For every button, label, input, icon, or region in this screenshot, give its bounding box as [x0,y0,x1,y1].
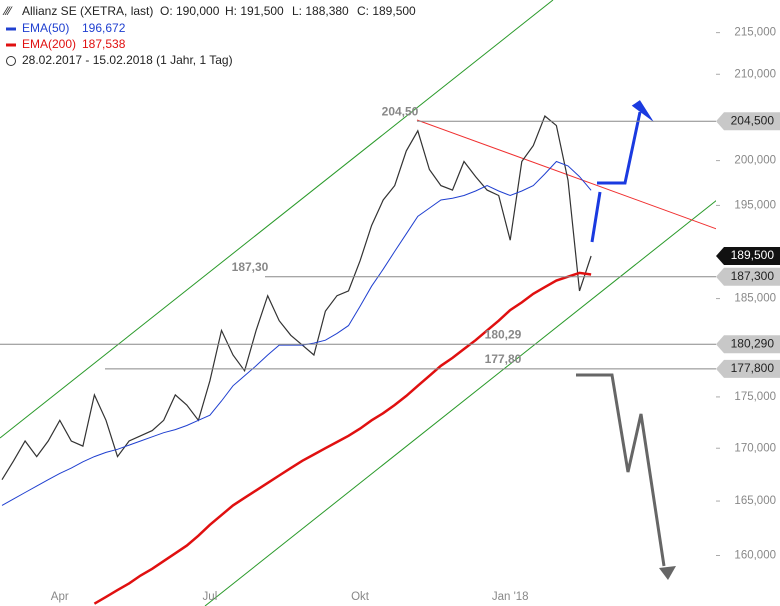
y-tick-label: 160,000 [734,550,776,562]
level-box [716,267,780,286]
projection-down [576,373,676,580]
ohlc: C: 189,500 [357,4,416,18]
level-label: 187,300 [731,269,775,283]
y-tick-label: 170,000 [734,442,776,454]
legend-label: EMA(200) [22,37,76,51]
channel-upper [0,0,554,439]
clock-icon [6,56,16,66]
y-tick-label: 200,000 [734,155,776,167]
level-label: 177,800 [731,361,775,375]
level-label: 204,500 [731,113,775,127]
resistance-line [416,119,716,230]
y-tick-label: 175,000 [734,391,776,403]
y-tick-label: 185,000 [734,293,776,305]
icon: ⁄⁄⁄ [2,4,13,18]
legend-value: 187,538 [82,37,126,51]
level-note: 204,50 [382,104,419,118]
y-tick-label: 215,000 [734,27,776,39]
x-tick-label: Jan '18 [492,591,529,603]
instrument: Allianz SE (XETRA, last) [22,4,153,18]
x-tick-label: Apr [51,591,69,603]
level-note: 187,30 [232,260,269,274]
y-tick-label: 195,000 [734,199,776,211]
x-tick-label: Jul [203,591,218,603]
ohlc: O: 190,000 [160,4,220,18]
header: ⁄⁄⁄ Allianz SE (XETRA, last) O: 190,000 … [2,4,416,67]
projection-up [590,100,654,243]
legend-label: EMA(50) [22,21,69,35]
level-note: 180,29 [485,327,522,341]
subtitle: 28.02.2017 - 15.02.2018 (1 Jahr, 1 Tag) [22,53,233,67]
channel-lower [204,200,716,606]
level-box [716,112,780,131]
legend-value: 196,672 [82,21,126,35]
series-line [1,115,592,481]
series-line [93,271,592,605]
ohlc: L: 188,380 [292,4,349,18]
x-tick-label: Okt [351,591,370,603]
ohlc: H: 191,500 [225,4,284,18]
level-box [716,335,780,354]
price-box [716,247,780,266]
level-note: 177,80 [485,352,522,366]
level-label: 180,290 [731,336,775,350]
series-line [1,160,592,506]
level-box [716,359,780,378]
price-label: 189,500 [731,248,775,262]
y-tick-label: 165,000 [734,495,776,507]
y-tick-label: 210,000 [734,68,776,80]
